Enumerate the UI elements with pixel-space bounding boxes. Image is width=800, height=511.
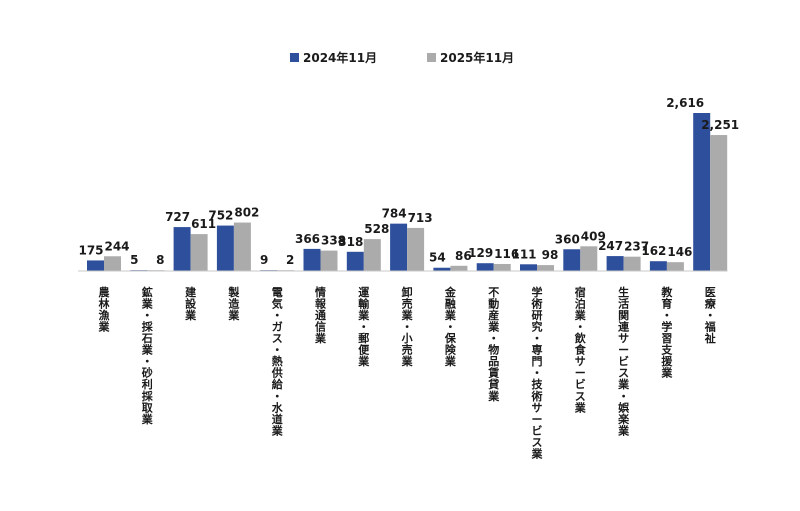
bar-2-14 bbox=[710, 135, 728, 271]
value-label-1-1: 5 bbox=[130, 253, 138, 267]
bar-2-5 bbox=[320, 250, 338, 271]
category-label-4: 電気・ガス・熱供給・水道業 bbox=[271, 286, 284, 438]
value-label-1-13: 162 bbox=[641, 244, 666, 258]
legend-label-2: 2025年11月 bbox=[440, 50, 514, 65]
category-label-12: 生活関連サービス業・娯楽業 bbox=[617, 285, 630, 438]
category-label-13: 教育・学習支援業 bbox=[660, 285, 673, 380]
value-label-1-6: 318 bbox=[338, 235, 363, 249]
bar-1-13 bbox=[649, 261, 667, 271]
value-label-2-6: 528 bbox=[364, 222, 389, 236]
category-label-2: 建設業 bbox=[184, 285, 197, 322]
bar-1-3 bbox=[216, 225, 234, 271]
bar-2-12 bbox=[623, 256, 641, 271]
bar-1-10 bbox=[520, 264, 537, 271]
legend: 2024年11月 2025年11月 bbox=[290, 50, 514, 65]
bar-2-10 bbox=[537, 265, 554, 271]
value-label-2-3: 802 bbox=[234, 206, 259, 220]
bar-1-14 bbox=[693, 113, 711, 271]
bar-2-2 bbox=[190, 234, 208, 271]
category-label-14: 医療・福祉 bbox=[704, 286, 717, 345]
bar-1-7 bbox=[390, 223, 408, 271]
bar-2-8 bbox=[450, 265, 468, 271]
bar-2-9 bbox=[493, 263, 511, 271]
category-label-10: 学術研究・専門・技術サービス業 bbox=[531, 285, 544, 461]
value-label-1-2: 727 bbox=[165, 210, 190, 224]
value-label-1-14: 2,616 bbox=[666, 96, 704, 110]
value-label-2-9: 116 bbox=[494, 247, 519, 261]
category-label-5: 情報通信業 bbox=[314, 285, 327, 345]
bar-1-12 bbox=[606, 256, 624, 271]
value-label-1-12: 247 bbox=[598, 239, 623, 253]
value-label-1-3: 752 bbox=[208, 209, 233, 223]
category-label-1: 鉱業・採石業・砂利採取業 bbox=[141, 285, 154, 426]
legend-swatch-1 bbox=[290, 53, 299, 62]
legend-label-1: 2024年11月 bbox=[303, 50, 377, 65]
bar-2-13 bbox=[666, 262, 684, 271]
value-label-2-14: 2,251 bbox=[701, 118, 739, 132]
value-label-2-11: 409 bbox=[581, 229, 606, 243]
value-label-1-7: 784 bbox=[382, 207, 407, 221]
bars bbox=[87, 113, 728, 271]
category-label-7: 卸売業・小売業 bbox=[401, 285, 414, 368]
category-label-8: 金融業・保険業 bbox=[444, 285, 457, 368]
value-label-2-4: 2 bbox=[286, 253, 294, 267]
value-label-2-5: 338 bbox=[321, 234, 346, 248]
bar-1-2 bbox=[173, 227, 191, 271]
value-label-2-12: 237 bbox=[624, 240, 649, 254]
value-label-2-0: 244 bbox=[104, 239, 129, 253]
value-label-1-8: 54 bbox=[429, 251, 446, 265]
bar-1-8 bbox=[433, 267, 451, 271]
value-label-2-2: 611 bbox=[191, 217, 216, 231]
legend-swatch-2 bbox=[427, 53, 436, 62]
value-label-1-10: 111 bbox=[511, 247, 536, 261]
value-label-2-7: 713 bbox=[408, 211, 433, 225]
bar-1-9 bbox=[476, 263, 494, 271]
bar-2-3 bbox=[233, 222, 251, 271]
bar-2-6 bbox=[363, 239, 381, 271]
category-label-11: 宿泊業・飲食サービス業 bbox=[574, 285, 587, 415]
bar-1-11 bbox=[563, 249, 581, 271]
value-label-2-1: 8 bbox=[156, 253, 164, 267]
value-label-2-10: 98 bbox=[542, 248, 559, 262]
category-label-0: 農林漁業 bbox=[98, 285, 111, 334]
bar-1-0 bbox=[87, 260, 104, 271]
category-labels: 農林漁業 鉱業・採石業・砂利採取業 建設業 製造業 電気・ガス・熱供給・水道業 情報通信業… bbox=[98, 285, 717, 461]
value-label-1-9: 129 bbox=[468, 246, 493, 260]
value-label-1-5: 366 bbox=[295, 232, 320, 246]
bar-2-7 bbox=[407, 227, 425, 271]
value-label-1-4: 9 bbox=[260, 253, 268, 267]
value-label-1-0: 175 bbox=[78, 243, 103, 257]
value-label-2-8: 86 bbox=[455, 249, 472, 263]
bar-2-0 bbox=[104, 256, 121, 271]
bar-1-6 bbox=[346, 251, 364, 271]
bar-2-11 bbox=[580, 246, 598, 271]
value-label-1-11: 360 bbox=[555, 232, 580, 246]
category-label-9: 不動産業・物品賃貸業 bbox=[487, 286, 500, 403]
category-label-3: 製造業 bbox=[227, 285, 240, 322]
value-label-2-13: 146 bbox=[667, 245, 692, 259]
category-label-6: 運輸業・郵便業 bbox=[357, 286, 370, 368]
bar-1-5 bbox=[303, 248, 321, 271]
